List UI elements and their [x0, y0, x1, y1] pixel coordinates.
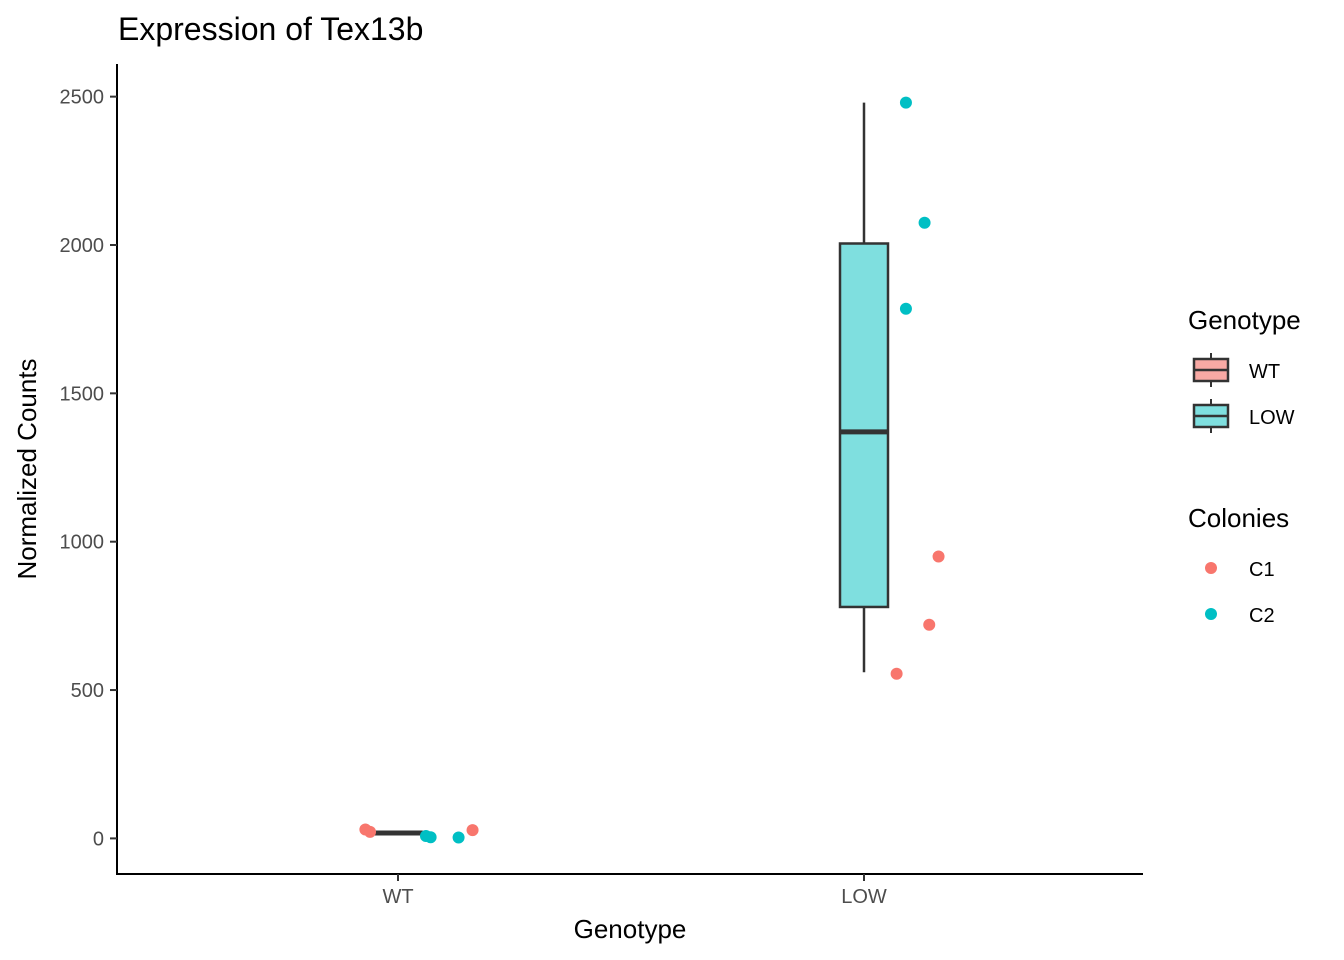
- legend-label: C1: [1249, 559, 1275, 581]
- legend-label: WT: [1249, 361, 1280, 383]
- y-tick-label: 2500: [60, 87, 105, 109]
- y-tick-label: 500: [71, 680, 104, 702]
- legend-label: C2: [1249, 605, 1275, 627]
- point-c2: [424, 831, 437, 844]
- points: [359, 96, 945, 844]
- point-c1: [890, 667, 903, 680]
- x-tick-label: LOW: [841, 886, 887, 908]
- box-wt: [372, 830, 424, 836]
- box-low: [838, 102, 890, 673]
- point-c2: [899, 302, 912, 315]
- point-c2: [918, 216, 931, 229]
- legend-genotype: Genotype WT LOW: [1188, 305, 1301, 433]
- legends: Genotype WT LOW Colonies C1 C2: [1188, 305, 1301, 627]
- point-c1: [932, 550, 945, 563]
- y-tick-label: 2000: [60, 235, 105, 257]
- legend-key-point: [1205, 562, 1217, 574]
- legend-key-point: [1205, 608, 1217, 620]
- chart-title: Expression of Tex13b: [118, 11, 423, 47]
- point-c2: [899, 96, 912, 109]
- point-c1: [923, 618, 936, 631]
- boxes: [372, 102, 890, 836]
- point-c2: [452, 831, 465, 844]
- y-ticks: 0 500 1000 1500 2000 2500: [60, 87, 117, 850]
- x-ticks: WT LOW: [382, 874, 887, 908]
- box-body: [838, 242, 890, 609]
- y-tick-label: 0: [93, 828, 104, 850]
- legend-colonies: Colonies C1 C2: [1188, 503, 1289, 627]
- legend-title: Colonies: [1188, 503, 1289, 533]
- x-axis-title: Genotype: [574, 914, 687, 944]
- legend-label: LOW: [1249, 407, 1295, 429]
- legend-title: Genotype: [1188, 305, 1301, 335]
- y-axis-title: Normalized Counts: [12, 358, 42, 579]
- y-tick-label: 1500: [60, 383, 105, 405]
- point-c1: [364, 825, 377, 838]
- x-tick-label: WT: [382, 886, 413, 908]
- point-c1: [466, 824, 479, 837]
- plot-area: 0 500 1000 1500 2000 2500 WT LOW: [60, 64, 1143, 908]
- y-tick-label: 1000: [60, 532, 105, 554]
